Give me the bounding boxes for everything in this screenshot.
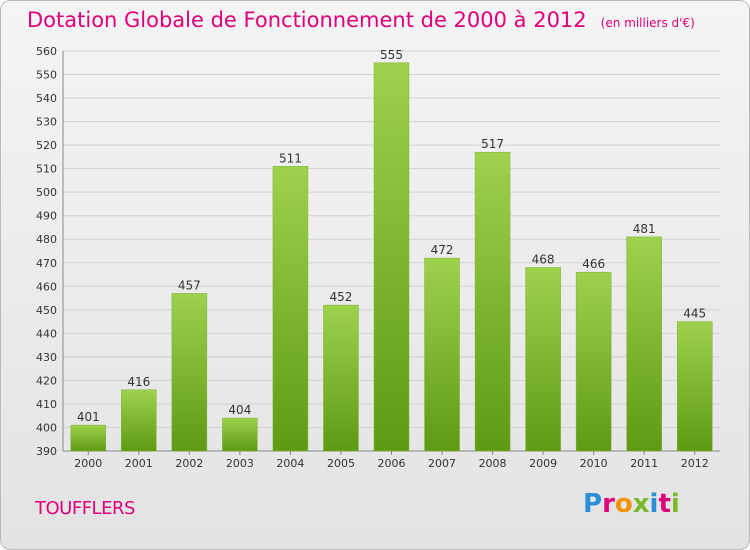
x-tick-label-2008: 2008: [479, 457, 507, 470]
y-tick-label: 520: [36, 139, 57, 152]
x-tick-label-2007: 2007: [428, 457, 456, 470]
x-tick-label-2002: 2002: [175, 457, 203, 470]
y-tick-label: 510: [36, 163, 57, 176]
logo-letter: x: [632, 489, 650, 519]
data-label-2005: 452: [330, 290, 353, 304]
proxiti-logo[interactable]: Proxiti: [583, 489, 680, 519]
logo-letter: i: [649, 489, 659, 519]
chart-title: Dotation Globale de Fonctionnement de 20…: [27, 8, 695, 32]
y-tick-label: 490: [36, 210, 57, 223]
data-label-2008: 517: [481, 137, 504, 151]
chart-title-text: Dotation Globale de Fonctionnement de 20…: [27, 8, 587, 32]
bar-2002: [171, 293, 208, 452]
bar-2007: [424, 257, 460, 452]
bar-2006: [373, 62, 410, 452]
bar-2000: [70, 424, 107, 452]
x-tick-label-2010: 2010: [580, 457, 608, 470]
data-label-2003: 404: [228, 403, 251, 417]
data-label-2011: 481: [633, 222, 656, 236]
data-label-2012: 445: [683, 307, 706, 321]
bar-2010: [575, 271, 612, 452]
data-label-2010: 466: [582, 257, 605, 271]
y-tick-label: 440: [36, 327, 57, 340]
x-tick-label-2000: 2000: [74, 457, 102, 470]
logo-letter: o: [614, 489, 633, 519]
y-tick-label: 410: [36, 398, 57, 411]
bar-2003: [222, 417, 258, 452]
data-label-2006: 555: [380, 48, 403, 62]
x-tick-label-2012: 2012: [681, 457, 709, 470]
bar-2012: [676, 321, 713, 452]
x-tick-label-2009: 2009: [529, 457, 557, 470]
logo-letter: P: [583, 489, 603, 519]
data-label-2009: 468: [532, 252, 555, 266]
bars: 401 416 457 404 511 452 555 472 517 468 466 481 445: [70, 48, 713, 452]
x-tick-label-2005: 2005: [327, 457, 355, 470]
y-tick-label: 550: [36, 69, 57, 82]
y-tick-label: 460: [36, 280, 57, 293]
x-tick-label-2004: 2004: [276, 457, 304, 470]
y-tick-label: 400: [36, 421, 57, 434]
bar-2008: [474, 151, 511, 452]
chart-subtitle: (en milliers d'€): [600, 16, 695, 30]
x-tick-label-2001: 2001: [125, 457, 153, 470]
data-label-2000: 401: [77, 410, 100, 424]
bar-2004: [272, 166, 309, 452]
y-tick-label: 450: [36, 304, 57, 317]
y-tick-label: 530: [36, 116, 57, 129]
data-label-2002: 457: [178, 278, 201, 292]
y-tick-label: 470: [36, 257, 57, 270]
data-label-2007: 472: [431, 243, 454, 257]
y-tick-label: 420: [36, 374, 57, 387]
data-label-2001: 416: [127, 375, 150, 389]
logo-letter: t: [658, 489, 671, 519]
y-tick-label: 390: [36, 445, 57, 458]
axes: 390 400 410 420 430 440 450 460 470 480 490 500 510 5…: [36, 45, 720, 470]
y-tick-label: 500: [36, 186, 57, 199]
commune-name: TOUFFLERS: [35, 498, 135, 519]
x-tick-label-2006: 2006: [378, 457, 406, 470]
x-tick-label-2011: 2011: [630, 457, 658, 470]
bar-2005: [323, 304, 359, 452]
logo-letter: r: [602, 489, 615, 519]
data-label-2004: 511: [279, 151, 302, 165]
y-tick-label: 560: [36, 45, 57, 58]
bar-2011: [626, 236, 662, 452]
y-tick-label: 430: [36, 351, 57, 364]
bar-2001: [121, 389, 157, 452]
x-tick-label-2003: 2003: [226, 457, 254, 470]
y-tick-label: 540: [36, 92, 57, 105]
y-tick-label: 480: [36, 233, 57, 246]
bar-2009: [525, 267, 561, 452]
logo-letter: i: [670, 489, 680, 519]
